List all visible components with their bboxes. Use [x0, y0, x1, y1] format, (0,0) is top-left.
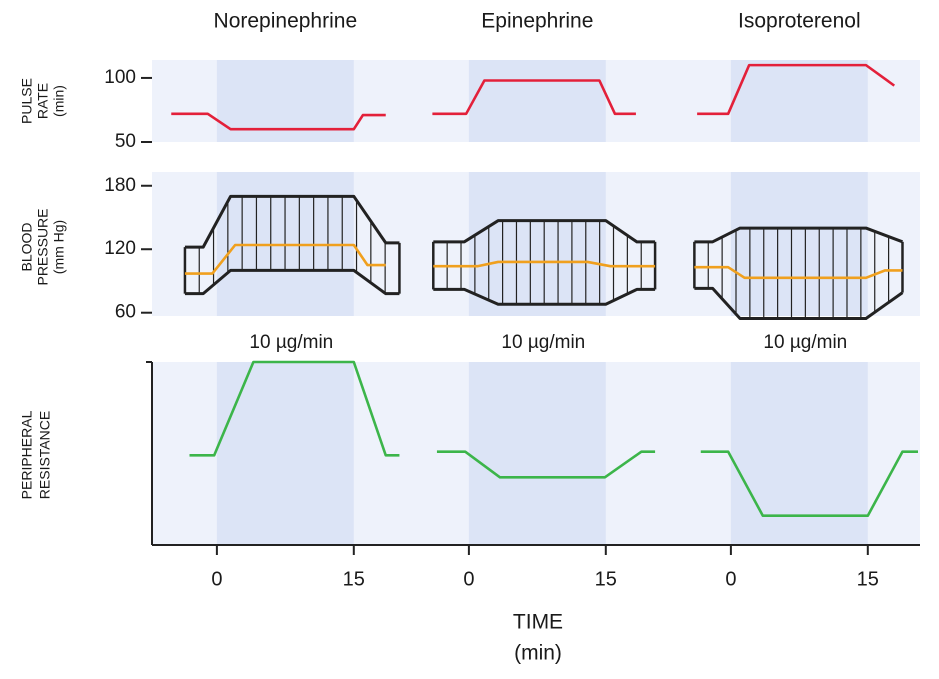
data-line	[432, 79, 636, 116]
y-axis-label: PERIPHERAL	[19, 410, 35, 499]
data-line	[694, 226, 904, 244]
infusion-period	[730, 362, 868, 545]
y-tick-label: 120	[104, 238, 136, 259]
y-axis-label: RATE	[35, 83, 51, 119]
column-title: Isoproterenol	[738, 10, 861, 33]
x-axis-label: (min)	[514, 642, 562, 665]
data-line	[189, 360, 400, 457]
y-axis-label: RESISTANCE	[37, 411, 53, 499]
y-axis-label: BLOOD	[19, 222, 35, 271]
infusion-period	[730, 60, 868, 142]
dose-label: 10 µg/min	[249, 332, 333, 353]
data-line	[433, 287, 656, 306]
dose-label: 10 µg/min	[763, 332, 847, 353]
x-tick-label: 0	[463, 568, 474, 590]
x-tick-label: 0	[211, 568, 222, 590]
data-line	[184, 194, 400, 249]
infusion-period	[468, 362, 606, 545]
infusion-period	[468, 172, 606, 316]
x-axis-label: TIME	[513, 611, 563, 634]
data-line	[171, 112, 386, 131]
dose-label: 10 µg/min	[501, 332, 585, 353]
data-line	[700, 450, 918, 518]
y-tick-label: 60	[115, 302, 136, 323]
column-title: Epinephrine	[481, 10, 593, 33]
infusion-period	[468, 60, 606, 142]
x-tick-label: 15	[343, 568, 365, 590]
data-line	[697, 63, 896, 116]
x-tick-label: 0	[725, 568, 736, 590]
data-line	[694, 286, 904, 321]
infusion-period	[216, 362, 354, 545]
y-tick-label: 100	[104, 67, 136, 88]
y-axis-label: PRESSURE	[35, 208, 51, 285]
x-tick-label: 15	[857, 568, 879, 590]
y-tick-label: 50	[115, 131, 136, 152]
data-line	[694, 265, 903, 280]
x-tick-label: 15	[595, 568, 617, 590]
infusion-period	[730, 172, 868, 316]
data-line	[184, 268, 400, 296]
data-line	[184, 243, 386, 275]
y-tick-label: 180	[104, 175, 136, 196]
data-line	[436, 450, 656, 479]
data-line	[433, 260, 656, 268]
y-axis-label: PULSE	[19, 78, 35, 124]
data-line	[433, 219, 656, 244]
y-axis-label: (min)	[51, 85, 67, 117]
y-axis-label: (mm Hg)	[51, 220, 67, 274]
column-title: Norepinephrine	[214, 10, 358, 33]
